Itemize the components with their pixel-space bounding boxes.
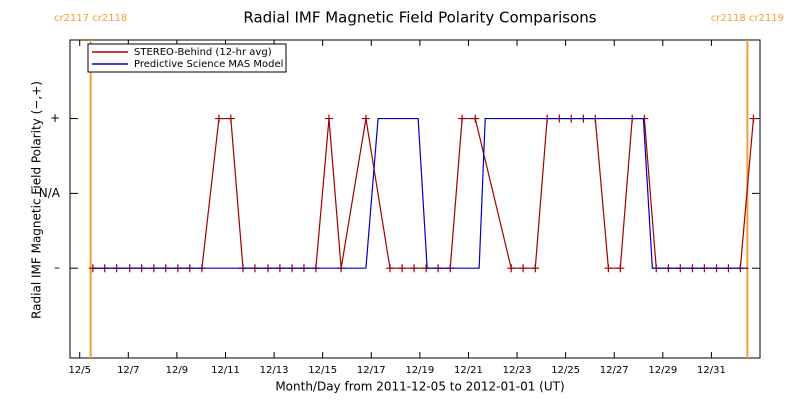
data-marker [385,264,394,273]
x-tick-label: 12/15 [308,365,337,376]
data-marker [214,114,223,123]
data-marker [324,114,333,123]
x-tick-label: 12/19 [405,365,434,376]
x-tick-label: 12/17 [357,365,386,376]
x-tick-label: 12/7 [117,365,139,376]
data-marker [531,264,540,273]
data-marker [458,114,467,123]
data-marker [361,114,370,123]
x-tick-label: 12/29 [648,365,677,376]
y-tick-label: N/A [39,186,61,200]
plot-frame [69,39,761,359]
x-tick-label: 12/11 [211,365,240,376]
x-tick-label: 12/13 [260,365,289,376]
data-marker [507,264,516,273]
x-axis-label: Month/Day from 2011-12-05 to 2012-01-01 … [275,380,564,394]
x-tick-label: 12/9 [166,365,188,376]
x-tick-label: 12/23 [503,365,532,376]
x-tick-label: 12/25 [551,365,580,376]
x-tick-label: 12/31 [697,365,726,376]
carrington-label: cr2118 cr2119 [711,13,784,24]
data-marker [410,264,419,273]
carrington-label: cr2117 cr2118 [54,13,127,24]
data-marker [604,264,613,273]
x-tick-label: 12/27 [600,365,629,376]
y-axis-label: Radial IMF Magnetic Field Polarity (−,+) [30,81,44,319]
legend-label: Predictive Science MAS Model [134,59,283,70]
series-line [92,117,749,269]
data-marker [749,114,758,123]
chart-title: Radial IMF Magnetic Field Polarity Compa… [243,9,596,27]
data-marker [471,114,480,123]
legend-label: STEREO-Behind (12-hr avg) [134,47,272,58]
x-tick-label: 12/21 [454,365,483,376]
y-tick-label: – [54,261,60,275]
data-marker [226,114,235,123]
legend-box [87,43,287,73]
data-marker [519,264,528,273]
data-marker [398,264,407,273]
y-tick-label: + [50,111,60,125]
x-tick-label: 12/5 [68,365,90,376]
data-marker [616,264,625,273]
